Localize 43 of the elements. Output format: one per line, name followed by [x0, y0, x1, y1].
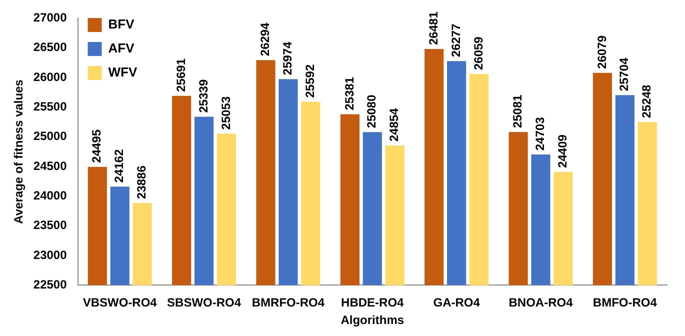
x-tick-label: HBDE-RO4: [341, 296, 404, 310]
legend-label: WFV: [108, 64, 138, 80]
x-tick-label: GA-RO4: [433, 296, 480, 310]
data-label: 26294: [258, 22, 272, 56]
data-label: 26059: [471, 36, 486, 70]
data-label: 24854: [387, 108, 402, 142]
data-label: 25691: [174, 58, 188, 92]
data-label: 25381: [342, 76, 356, 110]
data-label: 25080: [364, 94, 379, 128]
data-label: 24703: [533, 116, 548, 150]
data-label: 23886: [134, 165, 149, 199]
data-label: 26481: [426, 11, 440, 45]
data-label: 26277: [448, 23, 463, 58]
y-tick-label: 23500: [33, 218, 68, 232]
y-axis-title: Average of fitness values: [12, 79, 26, 224]
x-tick-label: SBSWO-RO4: [167, 296, 242, 310]
y-tick-label: 27000: [33, 10, 68, 25]
y-tick-label: 24500: [33, 158, 68, 173]
data-label: 25053: [218, 96, 233, 130]
data-label: 24409: [555, 134, 570, 168]
data-label: 24162: [112, 148, 126, 183]
data-label: 25704: [617, 57, 632, 92]
data-label: 26079: [594, 35, 609, 69]
y-tick-label: 25000: [33, 129, 68, 144]
x-tick-label: BNOA-RO4: [508, 296, 574, 310]
data-label: 25974: [280, 41, 295, 76]
legend-label: AFV: [108, 40, 135, 56]
x-tick-label: BMRFO-RO4: [252, 296, 325, 310]
data-label: 24495: [90, 129, 104, 163]
x-tick-label: BMFO-RO4: [592, 296, 658, 310]
legend-label: BFV: [108, 16, 135, 32]
data-label: 25592: [302, 64, 317, 98]
y-tick-label: 26500: [33, 40, 68, 54]
data-label: 25339: [196, 79, 210, 113]
x-axis-title: Algorithms: [340, 313, 404, 328]
data-label: 25081: [510, 94, 525, 128]
y-tick-label: 23000: [33, 248, 68, 262]
x-tick-label: VBSWO-RO4: [82, 296, 158, 310]
y-tick-label: 22500: [33, 278, 68, 292]
y-tick-label: 25500: [33, 100, 68, 114]
y-tick-label: 24000: [33, 188, 68, 203]
y-tick-label: 26000: [33, 70, 68, 84]
data-label: 25248: [640, 84, 654, 118]
